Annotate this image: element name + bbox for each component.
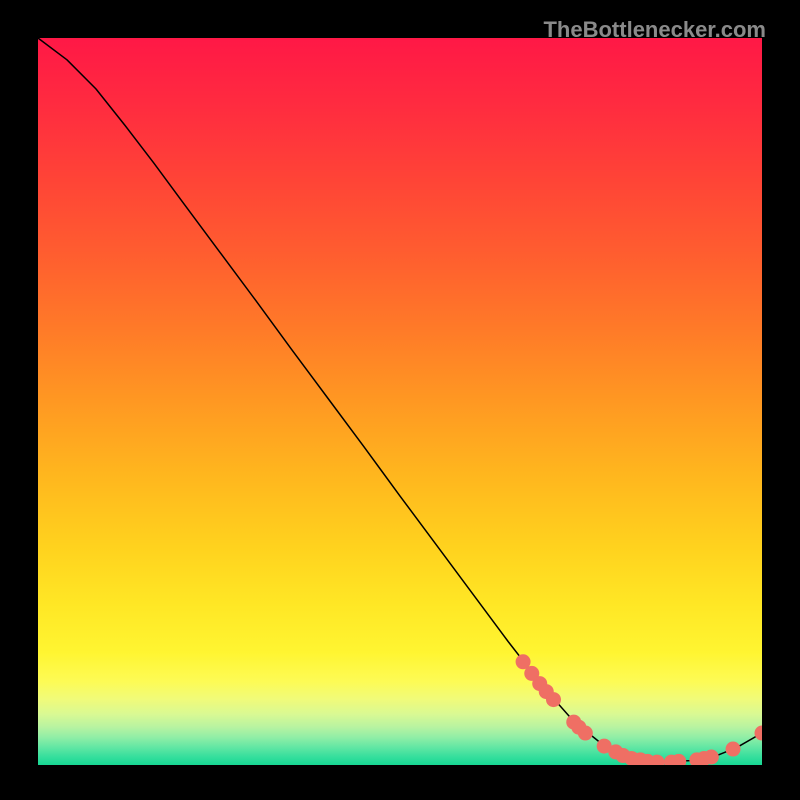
data-marker (755, 726, 763, 741)
plot-area (38, 38, 762, 765)
data-marker (578, 726, 593, 741)
data-marker (704, 750, 719, 765)
data-marker (546, 692, 561, 707)
curve-layer (38, 38, 762, 765)
data-marker (726, 742, 741, 757)
watermark-text: TheBottlenecker.com (543, 17, 766, 43)
bottleneck-curve (38, 38, 762, 762)
chart-container: TheBottlenecker.com (0, 0, 800, 800)
